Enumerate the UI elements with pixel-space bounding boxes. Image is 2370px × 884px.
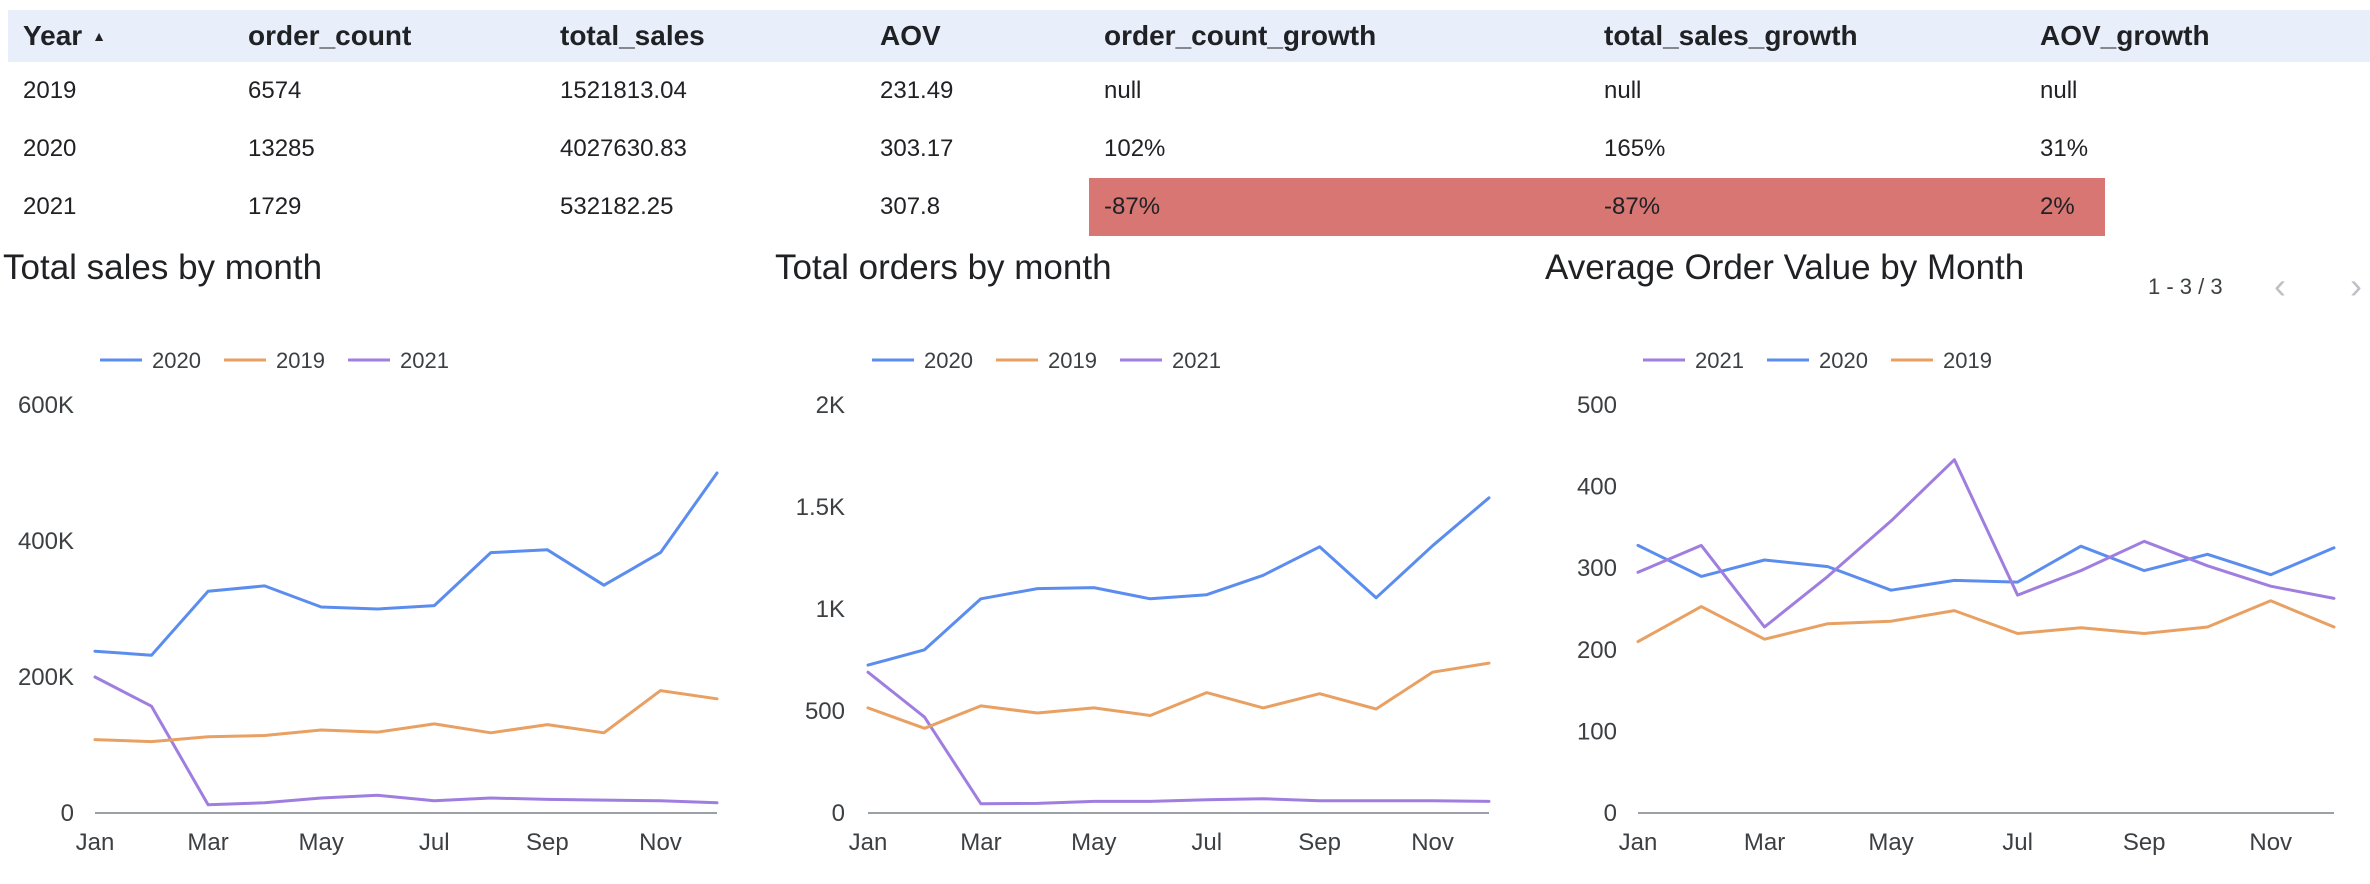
- header-order-count-growth[interactable]: order_count_growth: [1104, 20, 1377, 51]
- table-cell: 1729: [248, 193, 302, 220]
- table-cell: 532182.25: [560, 193, 674, 220]
- y-tick-label: 400K: [18, 528, 74, 555]
- legend-label[interactable]: 2020: [152, 348, 201, 373]
- table-cell: 13285: [248, 135, 315, 162]
- pagination-label: 1 - 3 / 3: [2148, 274, 2223, 299]
- x-tick-label: Jul: [1191, 829, 1222, 856]
- series-line-2019: [93, 689, 719, 744]
- y-tick-label: 1K: [816, 596, 845, 623]
- chart-title-sales: Total sales by month: [3, 248, 323, 287]
- y-tick-label: 200K: [18, 664, 74, 691]
- table-cell-highlighted: -87%: [1604, 193, 1661, 220]
- header-total-sales-growth[interactable]: total_sales_growth: [1604, 20, 1858, 51]
- y-tick-label: 300: [1577, 555, 1617, 582]
- chart-title-aov: Average Order Value by Month: [1545, 248, 2025, 287]
- legend-label[interactable]: 2021: [1695, 348, 1744, 373]
- table-cell: null: [1604, 77, 1642, 104]
- x-tick-label: Mar: [1744, 829, 1785, 856]
- x-tick-label: Nov: [1411, 829, 1454, 856]
- sort-ascending-icon[interactable]: ▲: [92, 28, 107, 44]
- table-cell: 2019: [23, 77, 77, 104]
- table-row: 2020 13285 4027630.83 303.17 102% 165% 3…: [8, 120, 2370, 178]
- x-tick-label: Sep: [2123, 829, 2166, 856]
- y-tick-label: 100: [1577, 718, 1617, 745]
- table-cell-highlighted: -87%: [1104, 193, 1161, 220]
- table-row: 2019 6574 1521813.04 231.49 null null nu…: [8, 62, 2370, 120]
- series-line-2019: [866, 661, 1491, 730]
- table-header-row: Year ▲ order_count total_sales AOV order_…: [8, 10, 2370, 62]
- table-cell: 165%: [1604, 135, 1666, 162]
- y-tick-label: 1.5K: [796, 494, 845, 521]
- table-cell: 307.8: [880, 193, 941, 220]
- table-cell: 4027630.83: [560, 135, 687, 162]
- table-cell: 231.49: [880, 77, 954, 104]
- x-tick-label: Jul: [419, 829, 450, 856]
- series-line-2021: [1636, 458, 2336, 629]
- legend-label[interactable]: 2019: [1048, 348, 1097, 373]
- header-aov[interactable]: AOV: [880, 20, 941, 51]
- table-cell: null: [2040, 77, 2078, 104]
- table-cell: 6574: [248, 77, 302, 104]
- table-cell: null: [1104, 77, 1142, 104]
- x-tick-label: May: [1868, 829, 1913, 856]
- y-tick-label: 500: [805, 698, 845, 725]
- x-tick-label: Sep: [1298, 829, 1341, 856]
- table-cell: 1521813.04: [560, 77, 687, 104]
- table-cell: 2%: [2040, 193, 2075, 220]
- legend-label[interactable]: 2020: [924, 348, 973, 373]
- series-line-2021: [866, 670, 1491, 806]
- x-tick-label: Mar: [187, 829, 228, 856]
- table-cell: 303.17: [880, 135, 954, 162]
- table-cell: 31%: [2040, 135, 2089, 162]
- chevron-right-icon[interactable]: ›: [2350, 265, 2362, 306]
- y-tick-label: 0: [1604, 800, 1617, 827]
- chart-title-orders: Total orders by month: [775, 248, 1112, 287]
- x-tick-label: Nov: [2249, 829, 2292, 856]
- y-tick-label: 500: [1577, 392, 1617, 419]
- series-line-2019: [1636, 599, 2336, 644]
- table-cell: 2020: [23, 135, 77, 162]
- legend-label[interactable]: 2019: [276, 348, 325, 373]
- x-tick-label: Jan: [849, 829, 888, 856]
- header-aov-growth[interactable]: AOV_growth: [2040, 20, 2210, 51]
- x-tick-label: Jan: [1619, 829, 1658, 856]
- x-tick-label: Nov: [639, 829, 682, 856]
- chevron-left-icon[interactable]: ‹: [2274, 265, 2286, 306]
- table-cell: 102%: [1104, 135, 1166, 162]
- legend-label[interactable]: 2020: [1819, 348, 1868, 373]
- header-order-count[interactable]: order_count: [248, 20, 412, 51]
- y-tick-label: 0: [832, 800, 845, 827]
- highlighted-cell-background: [1089, 178, 2105, 236]
- x-tick-label: Mar: [960, 829, 1001, 856]
- y-tick-label: 2K: [816, 392, 845, 419]
- x-tick-label: Jul: [2002, 829, 2033, 856]
- summary-table: Year ▲ order_count total_sales AOV order_…: [8, 10, 2370, 236]
- legend-label[interactable]: 2021: [400, 348, 449, 373]
- y-tick-label: 0: [61, 800, 74, 827]
- series-line-2020: [93, 471, 719, 657]
- y-tick-label: 600K: [18, 392, 74, 419]
- header-year[interactable]: Year ▲: [23, 10, 106, 62]
- series-line-2021: [93, 675, 719, 807]
- legend-label[interactable]: 2021: [1172, 348, 1221, 373]
- header-total-sales[interactable]: total_sales: [560, 20, 705, 51]
- y-tick-label: 400: [1577, 474, 1617, 501]
- x-tick-label: May: [1071, 829, 1116, 856]
- x-tick-label: May: [299, 829, 344, 856]
- table-cell: 2021: [23, 193, 77, 220]
- y-tick-label: 200: [1577, 637, 1617, 664]
- table-row: 2021 1729 532182.25 307.8 -87% -87% 2%: [8, 178, 2370, 236]
- x-tick-label: Jan: [76, 829, 115, 856]
- series-line-2020: [1636, 543, 2336, 592]
- series-line-2020: [866, 496, 1491, 667]
- x-tick-label: Sep: [526, 829, 569, 856]
- legend-label[interactable]: 2019: [1943, 348, 1992, 373]
